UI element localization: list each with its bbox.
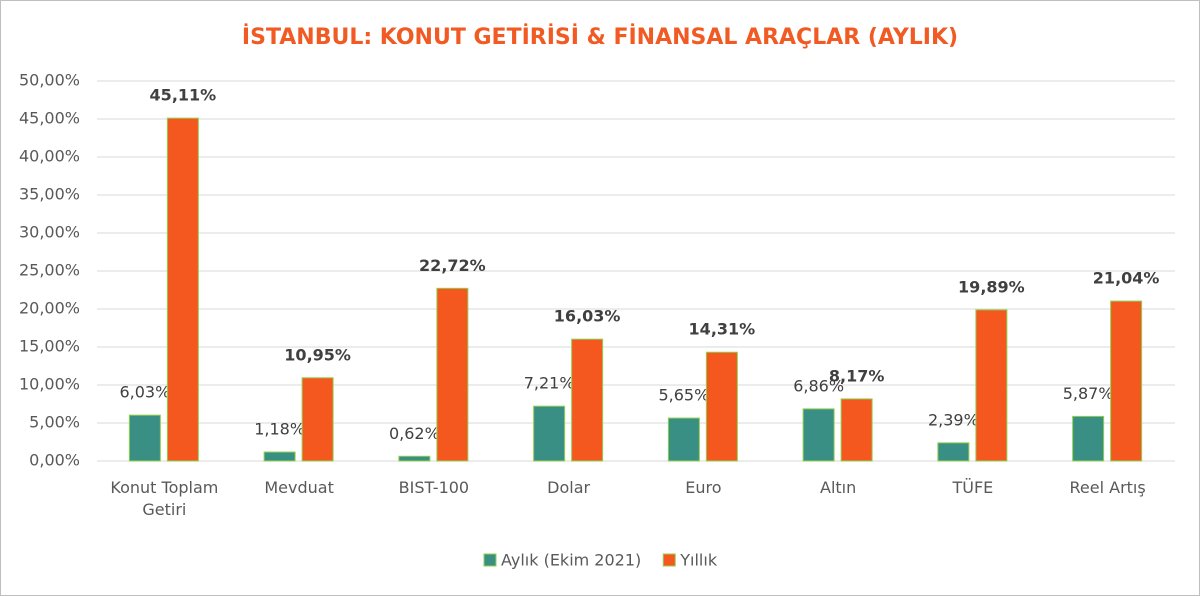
value-label: 8,17% — [829, 366, 885, 385]
bar — [301, 377, 334, 462]
bar — [937, 442, 970, 462]
legend-label: Yıllık — [679, 551, 718, 570]
value-label: 22,72% — [419, 256, 486, 275]
y-tick-label: 30,00% — [19, 223, 80, 242]
y-tick-label: 35,00% — [19, 185, 80, 204]
bar — [802, 408, 835, 462]
value-label: 7,21% — [524, 374, 575, 393]
bar — [1110, 300, 1143, 462]
y-tick-label: 15,00% — [19, 337, 80, 356]
value-label: 1,18% — [254, 420, 305, 439]
bar — [705, 351, 738, 462]
value-label: 10,95% — [284, 345, 351, 364]
x-tick-label: TÜFE — [952, 478, 994, 497]
bar — [398, 455, 431, 462]
bar — [667, 417, 700, 462]
bar — [975, 309, 1008, 462]
value-label: 45,11% — [150, 86, 217, 105]
value-label: 5,87% — [1063, 384, 1114, 403]
bar — [436, 287, 469, 462]
y-tick-label: 0,00% — [29, 451, 80, 470]
x-tick-label: Reel Artış — [1069, 478, 1146, 497]
chart-title: İSTANBUL: KONUT GETİRİSİ & FİNANSAL ARAÇ… — [242, 24, 958, 50]
bar — [263, 451, 296, 462]
y-tick-label: 25,00% — [19, 261, 80, 280]
bar — [128, 414, 161, 462]
x-tick-label: Konut Toplam Getiri — [110, 478, 219, 519]
legend-label: Aylık (Ekim 2021) — [501, 551, 641, 570]
legend-swatch — [662, 553, 676, 567]
bar — [840, 398, 873, 462]
value-label: 14,31% — [689, 320, 756, 339]
x-tick-label: Dolar — [547, 478, 591, 497]
bar — [1072, 415, 1105, 462]
value-label: 0,62% — [389, 424, 440, 443]
x-tick-label: Altın — [820, 478, 857, 497]
x-tick-label: BIST-100 — [398, 478, 470, 497]
value-label: 21,04% — [1093, 269, 1160, 288]
y-tick-label: 45,00% — [19, 109, 80, 128]
legend-swatch — [483, 553, 497, 567]
value-label: 6,03% — [119, 383, 170, 402]
value-label: 16,03% — [554, 307, 621, 326]
y-tick-label: 40,00% — [19, 147, 80, 166]
x-tick-label: Euro — [685, 478, 722, 497]
value-label: 19,89% — [958, 277, 1025, 296]
value-label: 5,65% — [658, 386, 709, 405]
bar — [166, 117, 199, 462]
bar — [533, 405, 566, 462]
y-tick-label: 10,00% — [19, 375, 80, 394]
x-tick-label: Mevduat — [264, 478, 334, 497]
value-label: 6,86% — [793, 376, 844, 395]
y-tick-label: 50,00% — [19, 71, 80, 90]
value-label: 2,39% — [928, 410, 979, 429]
y-tick-label: 20,00% — [19, 299, 80, 318]
bar — [571, 338, 604, 462]
y-tick-label: 5,00% — [29, 413, 80, 432]
